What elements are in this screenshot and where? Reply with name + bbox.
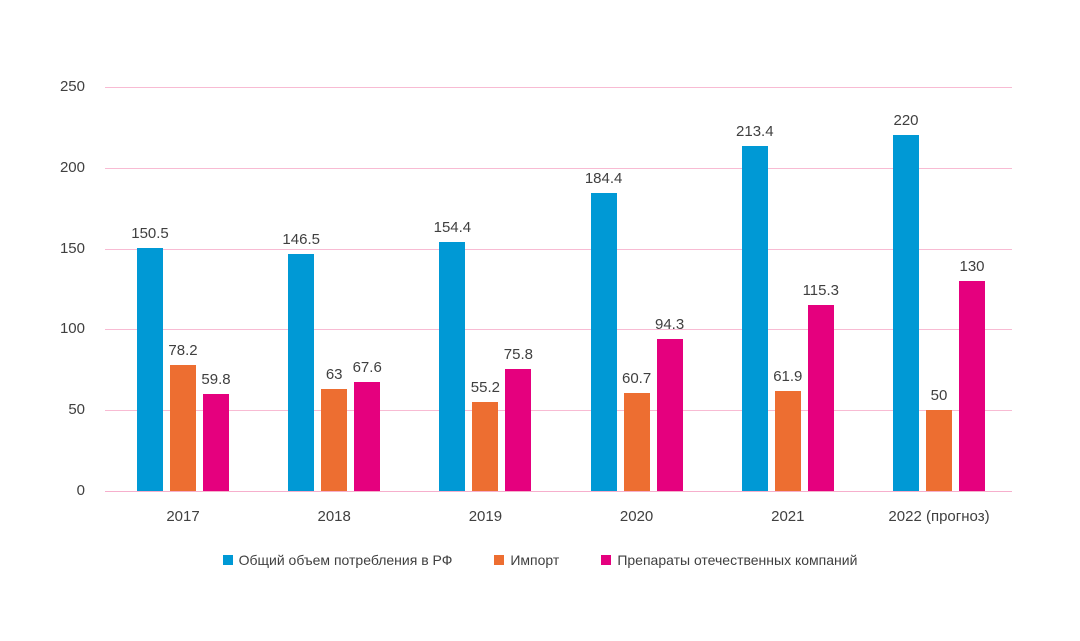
x-tick-label: 2021 — [771, 508, 805, 525]
bar — [741, 146, 768, 491]
x-axis-baseline — [105, 491, 1012, 492]
bar-group: 213.4 61.9 115.3 2021 — [736, 87, 839, 525]
y-tick-label: 0 — [76, 482, 85, 499]
bar-value-label: 50 — [930, 387, 948, 405]
bar-value-label: 150.5 — [131, 224, 169, 242]
bar — [439, 241, 466, 491]
bar — [203, 394, 229, 491]
bar-value-label: 146.5 — [282, 231, 320, 249]
bar-group: 184.4 60.7 94.3 2020 — [585, 87, 685, 525]
bar — [354, 381, 381, 491]
y-tick-label: 100 — [59, 320, 85, 338]
gridline — [105, 410, 1012, 412]
bar-value-label: 60.7 — [621, 369, 652, 387]
plot-area: 150.5 78.2 59.8 2017 146.5 63 67.6 2018 154.4 55.… — [105, 87, 1012, 525]
bar-value-label: 59.8 — [201, 371, 231, 389]
bar-value-label: 78.2 — [168, 341, 198, 359]
bar-value-label: 67.6 — [352, 358, 382, 376]
bar-value-label: 75.8 — [503, 345, 533, 363]
bar — [321, 389, 348, 491]
y-tick-label: 50 — [68, 401, 85, 419]
bar-group: 220 50 130 2022 (прогноз) — [888, 87, 989, 525]
bar — [807, 304, 834, 491]
bar-value-label: 154.4 — [433, 218, 472, 236]
legend-swatch — [222, 555, 233, 565]
legend-label: Общий объем потребления в РФ — [238, 552, 453, 568]
bar — [926, 410, 952, 491]
legend-swatch — [601, 555, 612, 565]
x-tick-label: 2019 — [468, 508, 503, 525]
bar — [623, 392, 650, 491]
bar-group: 150.5 78.2 59.8 2017 — [131, 87, 231, 525]
gridline — [105, 167, 1012, 169]
bar-value-label: 130 — [959, 257, 985, 275]
legend-label: Препараты отечественных компаний — [617, 552, 858, 568]
legend-label: Импорт — [510, 552, 560, 568]
y-tick-label: 200 — [59, 158, 85, 176]
bar — [472, 401, 499, 491]
x-tick-label: 2018 — [317, 508, 351, 525]
y-tick-label: 150 — [59, 239, 85, 257]
bar — [893, 135, 919, 491]
x-tick-label: 2017 — [166, 508, 200, 525]
bar — [170, 364, 196, 491]
bar-value-label: 115.3 — [802, 281, 840, 299]
bar — [656, 338, 683, 491]
bar — [288, 254, 315, 491]
bar-value-label: 213.4 — [736, 123, 774, 141]
bar-value-label: 61.9 — [773, 367, 803, 385]
legend-item: Препараты отечественных компаний — [601, 552, 857, 568]
x-tick-label: 2022 (прогноз) — [888, 508, 990, 525]
bar-value-label: 55.2 — [470, 378, 500, 396]
legend-swatch — [494, 555, 505, 565]
x-tick-label: 2020 — [619, 508, 654, 525]
legend-item: Импорт — [494, 552, 559, 568]
bar — [590, 193, 617, 491]
bar-group: 146.5 63 67.6 2018 — [282, 87, 382, 525]
gridline — [105, 248, 1012, 250]
bar — [959, 280, 985, 491]
bar-value-label: 184.4 — [584, 170, 623, 188]
y-tick-label: 250 — [59, 78, 85, 95]
legend: Общий объем потребления в РФ Импорт Препар… — [0, 552, 1080, 568]
bar-value-label: 94.3 — [654, 315, 685, 333]
bar-value-label: 63 — [325, 366, 343, 384]
bar-value-label: 220 — [893, 112, 919, 130]
bar — [505, 368, 532, 491]
bar — [137, 247, 163, 491]
bar — [774, 390, 801, 491]
gridline — [105, 87, 1012, 88]
gridline — [105, 329, 1012, 331]
legend-item: Общий объем потребления в РФ — [222, 552, 453, 568]
bar-group: 154.4 55.2 75.8 2019 — [434, 87, 533, 525]
